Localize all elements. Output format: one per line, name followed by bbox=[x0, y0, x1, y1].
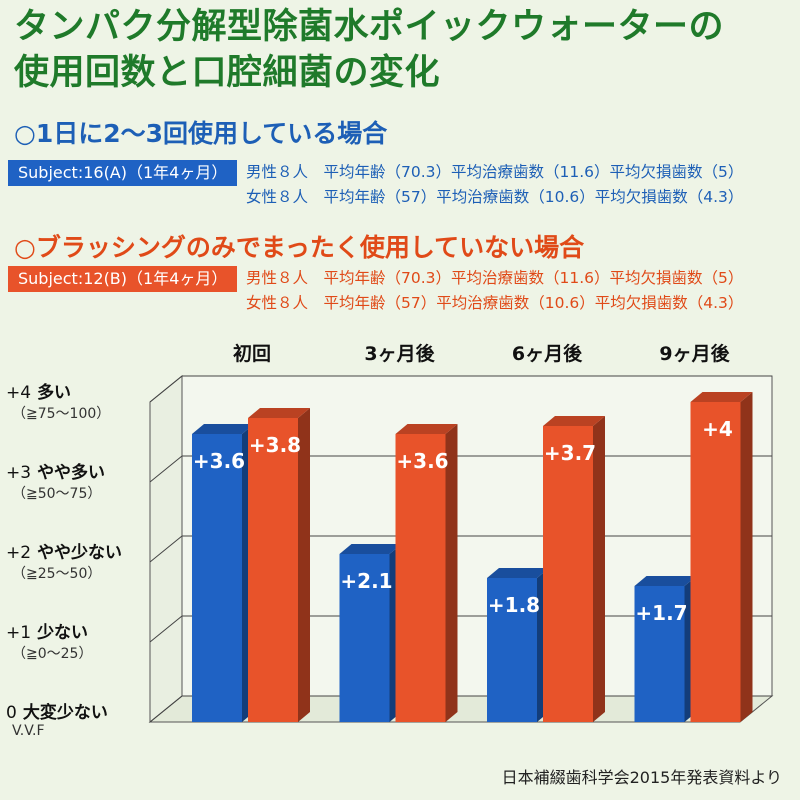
data-label: +4 bbox=[702, 417, 733, 441]
data-label: +1.7 bbox=[635, 601, 687, 625]
bar-top bbox=[543, 416, 605, 426]
group-a-female-line: 女性８人 平均年齢（57）平均治療歯数（10.6）平均欠損歯数（4.3） bbox=[246, 188, 744, 206]
y-tick-number: +1 bbox=[6, 623, 32, 643]
category-label: 6ヶ月後 bbox=[512, 342, 583, 365]
title-line-2: 使用回数と口腔細菌の変化 bbox=[14, 53, 441, 93]
bar-side bbox=[740, 392, 753, 722]
y-tick-label: +1 少ない （≧0～25） bbox=[6, 618, 166, 663]
bar-top bbox=[248, 408, 310, 418]
y-tick-label: 0 大変少ない V.V.F bbox=[6, 698, 166, 739]
bar bbox=[634, 586, 685, 722]
group-a-male-line: 男性８人 平均年齢（70.3）平均治療歯数（11.6）平均欠損歯数（5） bbox=[246, 163, 744, 181]
group-b-demographics: 男性８人 平均年齢（70.3）平均治療歯数（11.6）平均欠損歯数（5） 女性８… bbox=[246, 266, 743, 316]
y-tick-range: （≧0～25） bbox=[12, 646, 93, 662]
group-b-female-line: 女性８人 平均年齢（57）平均治療歯数（10.6）平均欠損歯数（4.3） bbox=[246, 294, 744, 312]
group-b-badge: Subject:12(B)（1年4ヶ月） bbox=[8, 266, 238, 292]
y-tick-range: （≧50～75） bbox=[12, 486, 102, 502]
bar-top bbox=[395, 424, 458, 434]
data-label: +3.6 bbox=[396, 449, 448, 473]
bar bbox=[248, 418, 298, 722]
bar-side bbox=[593, 416, 605, 722]
y-tick-number: +2 bbox=[6, 543, 32, 563]
data-label: +3.8 bbox=[249, 433, 301, 457]
bar bbox=[339, 554, 390, 722]
category-label: 3ヶ月後 bbox=[364, 342, 435, 365]
bar bbox=[487, 578, 537, 722]
data-label: +2.1 bbox=[340, 569, 392, 593]
y-tick-label: +3 やや多い （≧50～75） bbox=[6, 458, 166, 503]
group-b-male-line: 男性８人 平均年齢（70.3）平均治療歯数（11.6）平均欠損歯数（5） bbox=[246, 269, 744, 287]
y-tick-text: やや多い bbox=[37, 463, 106, 483]
y-tick-main: +2 やや少ない bbox=[6, 538, 166, 563]
data-label: +3.6 bbox=[193, 449, 245, 473]
group-a-badge: Subject:16(A)（1年4ヶ月） bbox=[8, 160, 238, 186]
y-tick-range: （≧75～100） bbox=[12, 406, 111, 422]
y-tick-number: 0 bbox=[6, 703, 17, 723]
category-label: 初回 bbox=[233, 342, 271, 365]
bar bbox=[395, 434, 446, 722]
source-note: 日本補綴歯科学会2015年発表資料より bbox=[501, 768, 782, 787]
y-tick-text: やや少ない bbox=[37, 543, 123, 563]
bar-side bbox=[298, 408, 310, 722]
y-tick-text: 多い bbox=[37, 383, 72, 403]
bar-top bbox=[487, 568, 549, 578]
y-tick-main: +4 多い bbox=[6, 378, 166, 403]
group-a-demographics: 男性８人 平均年齢（70.3）平均治療歯数（11.6）平均欠損歯数（5） 女性８… bbox=[246, 160, 743, 210]
y-tick-main: +1 少ない bbox=[6, 618, 166, 643]
gridline bbox=[149, 375, 772, 403]
bar-side bbox=[445, 424, 458, 722]
data-label: +1.8 bbox=[488, 593, 540, 617]
y-tick-text: 大変少ない bbox=[22, 703, 108, 723]
bar bbox=[543, 426, 593, 722]
data-label: +3.7 bbox=[544, 441, 596, 465]
bar-top bbox=[634, 576, 697, 586]
group-b-heading: ○ブラッシングのみでまったく使用していない場合 bbox=[14, 233, 585, 262]
y-tick-number: +3 bbox=[6, 463, 32, 483]
y-tick-label: +2 やや少ない （≧25～50） bbox=[6, 538, 166, 583]
category-label: 9ヶ月後 bbox=[659, 342, 730, 365]
y-tick-main: 0 大変少ない bbox=[6, 698, 166, 723]
y-tick-range: （≧25～50） bbox=[12, 566, 102, 582]
y-tick-text: 少ない bbox=[37, 623, 89, 643]
y-tick-number: +4 bbox=[6, 383, 32, 403]
y-tick-label: +4 多い （≧75～100） bbox=[6, 378, 166, 423]
y-tick-main: +3 やや多い bbox=[6, 458, 166, 483]
bar-top bbox=[192, 424, 254, 434]
title-line-1: タンパク分解型除菌水ポイックウォーターの bbox=[14, 7, 725, 47]
bar bbox=[192, 434, 242, 722]
bar-top bbox=[690, 392, 753, 402]
bar bbox=[690, 402, 741, 722]
chart-title: タンパク分解型除菌水ポイックウォーターの 使用回数と口腔細菌の変化 bbox=[14, 4, 794, 96]
group-a-heading: ○1日に2～3回使用している場合 bbox=[14, 119, 388, 148]
y-tick-range: V.V.F bbox=[12, 723, 45, 739]
bar-top bbox=[339, 544, 402, 554]
